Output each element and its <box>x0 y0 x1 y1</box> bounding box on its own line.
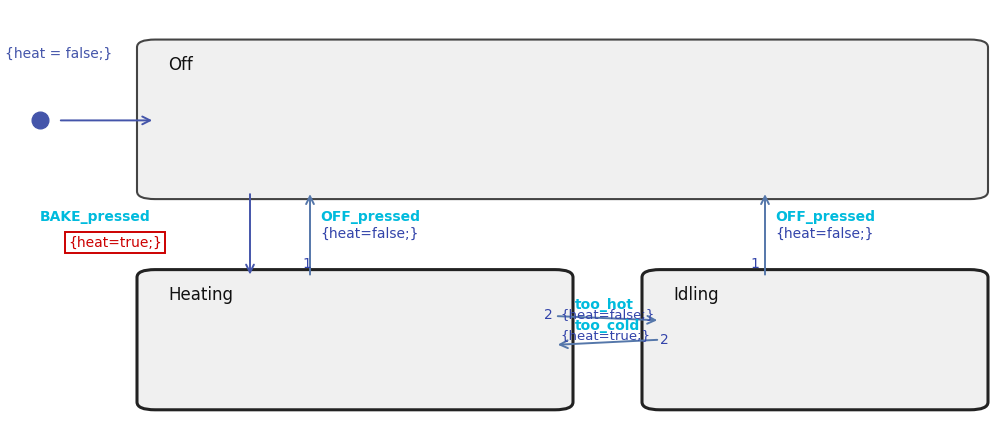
Text: {heat=true;}: {heat=true;} <box>68 236 162 250</box>
Text: {heat=false;}: {heat=false;} <box>560 308 654 321</box>
Text: {heat=true;}: {heat=true;} <box>560 329 650 342</box>
Text: 1: 1 <box>750 258 759 271</box>
Text: Off: Off <box>168 56 193 74</box>
Text: {heat = false;}: {heat = false;} <box>5 47 112 61</box>
Text: {heat=false;}: {heat=false;} <box>775 227 874 241</box>
Text: Heating: Heating <box>168 286 233 304</box>
Text: too_hot: too_hot <box>575 298 634 312</box>
Text: {heat=false;}: {heat=false;} <box>320 227 418 241</box>
Text: BAKE_pressed: BAKE_pressed <box>40 210 151 224</box>
Text: too_cold: too_cold <box>575 319 640 333</box>
Text: 1: 1 <box>302 258 311 271</box>
Text: OFF_pressed: OFF_pressed <box>775 210 875 224</box>
Text: 2: 2 <box>660 333 669 347</box>
FancyBboxPatch shape <box>642 270 988 410</box>
Text: 2: 2 <box>544 308 553 322</box>
FancyBboxPatch shape <box>137 270 573 410</box>
Text: Idling: Idling <box>673 286 719 304</box>
Text: OFF_pressed: OFF_pressed <box>320 210 420 224</box>
FancyBboxPatch shape <box>137 40 988 199</box>
